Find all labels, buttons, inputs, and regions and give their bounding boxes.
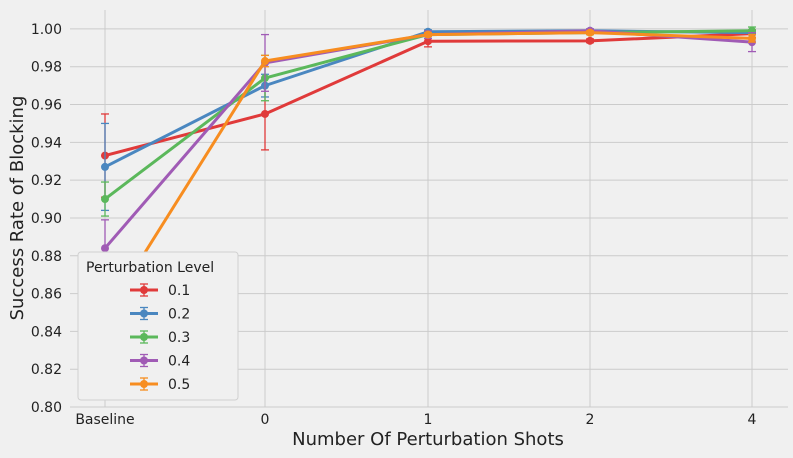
legend-title: Perturbation Level — [86, 260, 214, 276]
data-point — [261, 57, 269, 66]
x-tick-label: 0 — [261, 412, 270, 428]
x-axis-label: Number Of Perturbation Shots — [292, 429, 564, 450]
legend-marker — [140, 333, 148, 341]
legend: Perturbation Level 0.1 0.2 0.3 0.4 0.5 — [77, 251, 239, 401]
x-tick-label: Baseline — [75, 412, 134, 428]
legend-box — [77, 251, 239, 401]
x-tick-label: 2 — [586, 412, 595, 428]
legend-marker — [140, 286, 148, 294]
y-tick-label: 0.90 — [31, 211, 62, 227]
y-tick-label: 0.96 — [31, 98, 62, 114]
y-tick-label: 0.98 — [31, 60, 62, 76]
x-tick-label: 1 — [424, 412, 433, 428]
y-tick-label: 0.82 — [31, 362, 62, 378]
data-point — [424, 37, 432, 46]
legend-items: 0.1 0.2 0.3 0.4 0.5 — [130, 283, 190, 393]
legend-marker — [140, 309, 148, 318]
data-point — [261, 109, 269, 118]
data-point — [101, 195, 109, 204]
data-point — [424, 30, 432, 39]
legend-label: 0.5 — [168, 377, 190, 393]
y-tick-label: 0.92 — [31, 173, 62, 189]
x-tick-label: 4 — [748, 412, 757, 428]
data-point — [101, 162, 109, 171]
y-tick-label: 0.84 — [31, 324, 62, 340]
legend-item-0.4: 0.4 — [130, 354, 190, 370]
data-point — [748, 34, 756, 43]
legend-label: 0.3 — [168, 330, 190, 346]
y-tick-labels: 0.80 0.82 0.84 0.86 0.88 0.90 0.92 0.94 0.96 0.98… — [31, 22, 62, 416]
legend-label: 0.1 — [168, 283, 190, 299]
data-point — [101, 244, 109, 253]
legend-label: 0.4 — [168, 354, 190, 370]
y-axis-label: Success Rate of Blocking — [7, 96, 28, 321]
legend-label: 0.2 — [168, 307, 190, 323]
x-tick-labels: Baseline 0 1 2 4 — [75, 412, 756, 428]
y-tick-label: 1.00 — [31, 22, 62, 38]
data-point — [586, 28, 594, 37]
y-tick-label: 0.88 — [31, 249, 62, 265]
legend-marker — [140, 356, 148, 365]
legend-marker — [140, 380, 148, 388]
legend-item-0.3: 0.3 — [130, 330, 190, 346]
y-tick-label: 0.94 — [31, 135, 62, 151]
legend-item-0.2: 0.2 — [130, 307, 190, 323]
legend-item-0.1: 0.1 — [130, 283, 190, 299]
data-point — [586, 36, 594, 45]
y-tick-label: 0.80 — [31, 400, 62, 416]
y-tick-label: 0.86 — [31, 287, 62, 303]
legend-item-0.5: 0.5 — [130, 377, 190, 393]
